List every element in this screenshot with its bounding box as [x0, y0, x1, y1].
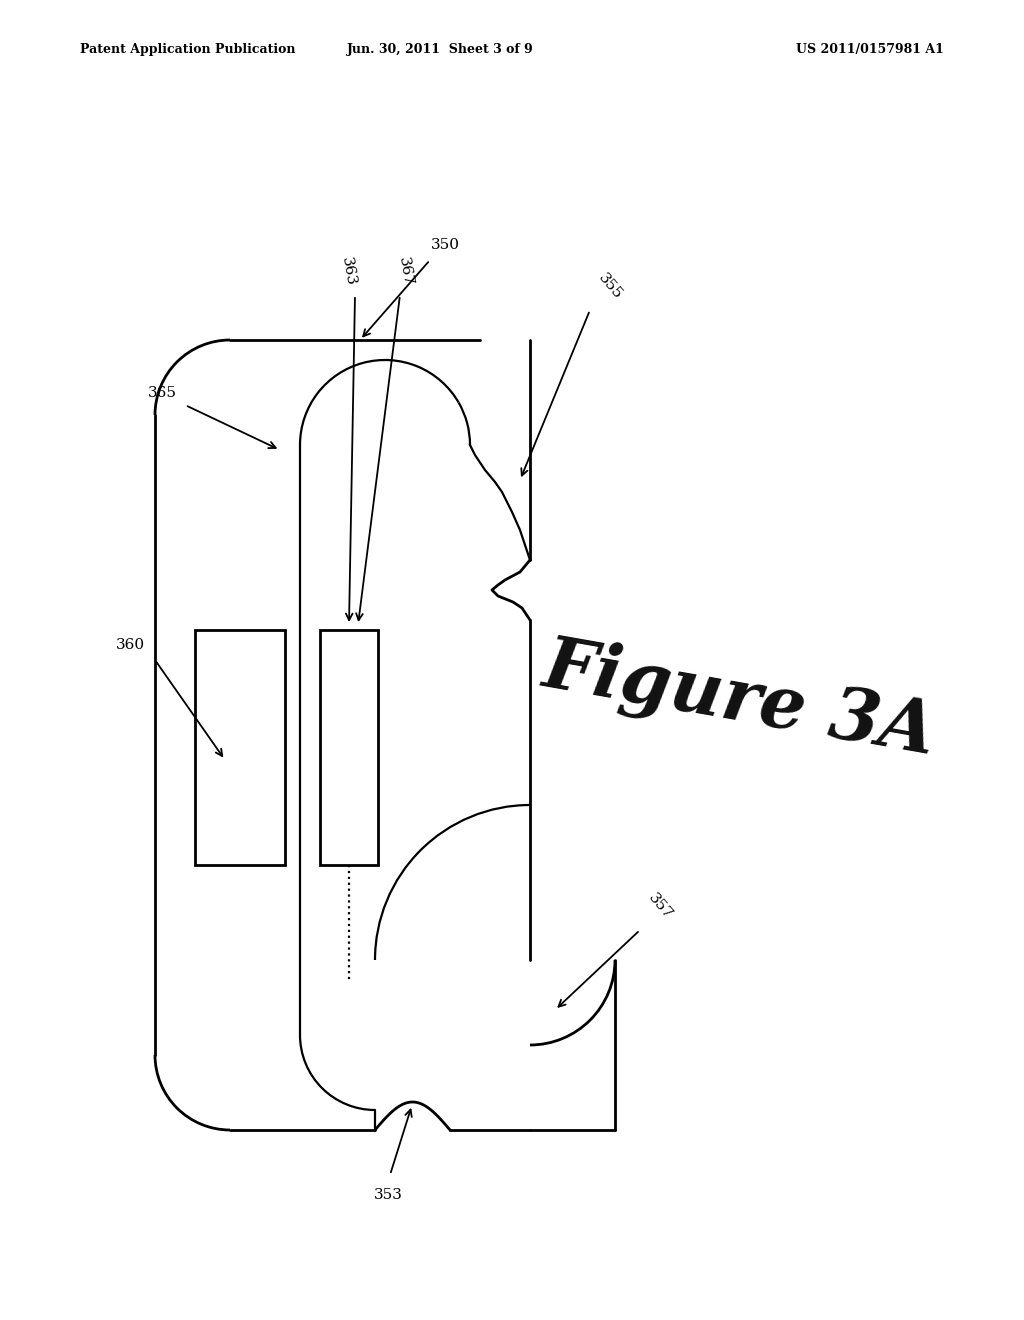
Text: Jun. 30, 2011  Sheet 3 of 9: Jun. 30, 2011 Sheet 3 of 9	[347, 44, 534, 57]
Text: 367: 367	[395, 256, 415, 286]
Bar	[319, 630, 378, 865]
Text: 353: 353	[374, 1188, 402, 1203]
Text: 350: 350	[430, 238, 460, 252]
Text: 357: 357	[645, 891, 675, 921]
Text: 360: 360	[116, 638, 144, 652]
Text: Figure 3A: Figure 3A	[539, 630, 942, 770]
Bar	[195, 630, 285, 865]
Text: US 2011/0157981 A1: US 2011/0157981 A1	[796, 44, 944, 57]
Text: Patent Application Publication: Patent Application Publication	[80, 44, 296, 57]
Text: 365: 365	[147, 385, 176, 400]
Text: 355: 355	[595, 271, 625, 302]
Text: 363: 363	[339, 256, 357, 286]
